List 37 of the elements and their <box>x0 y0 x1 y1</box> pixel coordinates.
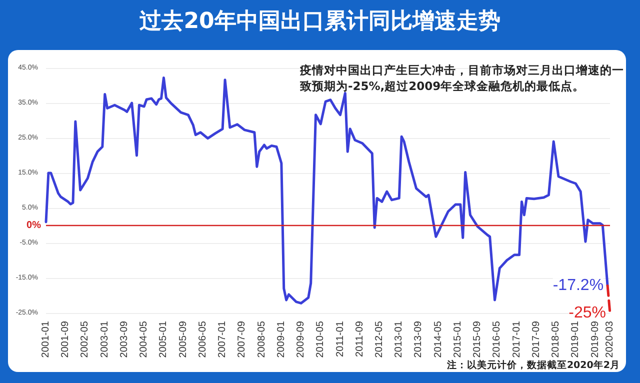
x-tick-label: 2008-05 <box>256 320 268 358</box>
chart-title: 过去20年中国出口累计同比增速走势 <box>138 8 502 36</box>
x-tick-label: 2011-01 <box>334 320 346 357</box>
x-tick-label: 2003-01 <box>99 320 110 358</box>
text: 注：以美元计价，数据截至2020年2月 <box>446 359 620 372</box>
ref-line-label: 0% <box>26 220 42 231</box>
x-tick-label: 2015-01 <box>452 320 464 358</box>
x-tick-label: 2012-05 <box>374 320 385 358</box>
x-tick-label: 2018-05 <box>550 320 562 358</box>
x-tick-label: 2007-01 <box>217 320 228 358</box>
x-tick-label: 2005-09 <box>178 320 189 358</box>
x-tick-label: 2010-05 <box>315 320 326 358</box>
x-tick-label: 2002-05 <box>80 320 91 358</box>
x-tick-label: 2017-09 <box>530 320 542 358</box>
x-tick-label: 2019-01 <box>570 320 582 358</box>
x-tick-label: 2015-09 <box>472 320 484 358</box>
annotation: 疫情对中国出口产生巨大冲击，目前市场对三月出口增速的一致预期为-25%,超过2009年全球金融危机的最低点。 <box>300 62 625 94</box>
x-tick-label: 2014-05 <box>432 320 444 358</box>
x-tick-label: 2006-05 <box>197 320 208 358</box>
x-tick-label: 2019-09 <box>590 320 601 358</box>
x-tick-label: 2016-05 <box>492 320 503 358</box>
data-label: -17.2% <box>552 277 604 294</box>
x-tick-label: 2013-09 <box>413 320 424 358</box>
x-tick-label: 2005-01 <box>158 320 170 358</box>
x-tick-label: 2017-01 <box>511 320 522 358</box>
x-tick-label: 2009-09 <box>296 320 307 358</box>
x-tick-label: 2001-09 <box>60 320 72 358</box>
x-tick-label: 2020-03 <box>604 320 616 358</box>
data-label: -25% <box>568 304 606 322</box>
x-tick-label: 2007-09 <box>236 320 248 358</box>
x-tick-label: 2003-09 <box>118 320 130 358</box>
x-tick-label: 2009-01 <box>276 320 287 358</box>
x-tick-label: 2011-09 <box>354 320 366 357</box>
x-tick-label: 2004-05 <box>138 320 150 358</box>
line-series <box>44 76 609 304</box>
x-tick-label: 2001-01 <box>40 320 52 358</box>
x-tick-label: 2013-01 <box>394 320 405 358</box>
